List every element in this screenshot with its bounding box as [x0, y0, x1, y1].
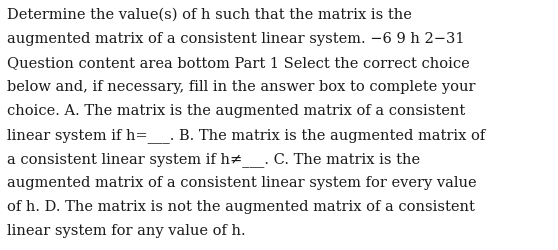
Text: below and, if necessary, fill in the answer box to complete your: below and, if necessary, fill in the ans…	[7, 80, 476, 94]
Text: augmented matrix of a consistent linear system for every value: augmented matrix of a consistent linear …	[7, 176, 477, 190]
Text: a consistent linear system if h≠___. C. The matrix is the: a consistent linear system if h≠___. C. …	[7, 152, 420, 166]
Text: choice. A. The matrix is the augmented matrix of a consistent: choice. A. The matrix is the augmented m…	[7, 104, 465, 118]
Text: of h. D. The matrix is not the augmented matrix of a consistent: of h. D. The matrix is not the augmented…	[7, 200, 475, 213]
Text: linear system for any value of h.: linear system for any value of h.	[7, 224, 246, 237]
Text: Question content area bottom Part 1 Select the correct choice: Question content area bottom Part 1 Sele…	[7, 56, 470, 70]
Text: augmented matrix of a consistent linear system. −6 9 h 2−31: augmented matrix of a consistent linear …	[7, 32, 465, 46]
Text: linear system if h=___. B. The matrix is the augmented matrix of: linear system if h=___. B. The matrix is…	[7, 128, 485, 142]
Text: Determine the value(s) of h such that the matrix is the: Determine the value(s) of h such that th…	[7, 8, 412, 22]
